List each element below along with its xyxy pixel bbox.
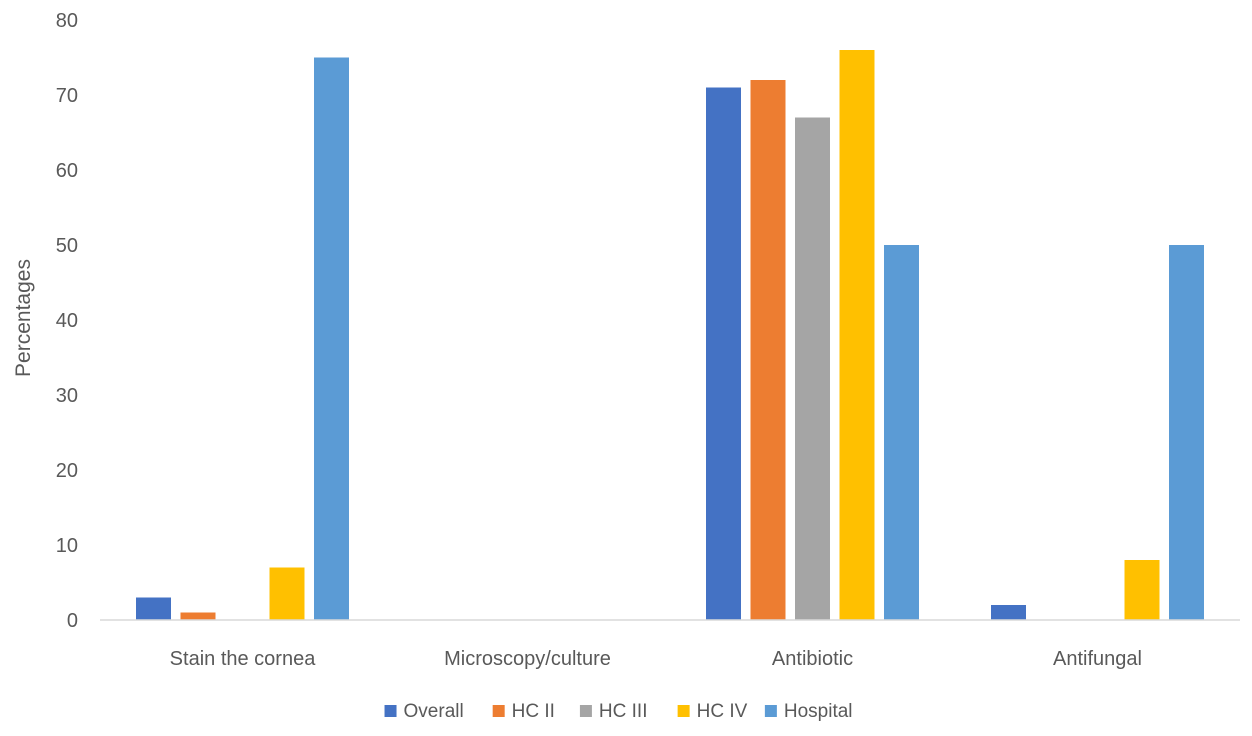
legend-item: Overall xyxy=(384,701,464,722)
legend-item: HC III xyxy=(579,701,648,722)
x-axis-category-labels: Stain the cornea Microscopy/culture Antibi… xyxy=(170,648,1142,670)
x-category-label: Microscopy/culture xyxy=(444,648,611,670)
bar xyxy=(136,597,171,620)
legend-item: HC II xyxy=(492,701,555,722)
bar xyxy=(884,245,919,620)
bar xyxy=(706,87,741,620)
x-category-label: Stain the cornea xyxy=(170,648,317,670)
y-axis-title: Percentages xyxy=(12,259,35,377)
bar xyxy=(839,50,875,620)
bars-group xyxy=(136,50,1204,620)
x-category-label: Antifungal xyxy=(1053,648,1142,670)
bar xyxy=(314,57,349,620)
legend-label: Overall xyxy=(404,701,464,722)
y-tick-label: 10 xyxy=(56,535,78,557)
bar xyxy=(1124,560,1160,620)
y-axis-ticks: 0 10 20 30 40 50 60 70 80 xyxy=(56,10,78,632)
legend-swatch xyxy=(677,705,690,717)
legend-item: HC IV xyxy=(677,701,748,722)
y-tick-label: 0 xyxy=(67,610,78,632)
bar xyxy=(795,117,830,620)
legend-swatch xyxy=(384,705,397,717)
legend-label: Hospital xyxy=(784,701,853,722)
legend-swatch xyxy=(764,705,777,717)
bar xyxy=(1169,245,1204,620)
bar xyxy=(180,612,216,620)
bar xyxy=(750,80,786,620)
bar xyxy=(991,605,1026,620)
legend-label: HC III xyxy=(599,701,648,722)
y-tick-label: 50 xyxy=(56,235,78,257)
bar xyxy=(269,567,305,620)
legend-item: Hospital xyxy=(764,701,853,722)
y-tick-label: 70 xyxy=(56,85,78,107)
y-tick-label: 20 xyxy=(56,460,78,482)
legend: Overall HC II HC III HC IV Hospital xyxy=(384,701,853,722)
y-tick-label: 80 xyxy=(56,10,78,32)
legend-swatch xyxy=(579,705,592,717)
y-tick-label: 30 xyxy=(56,385,78,407)
y-tick-label: 40 xyxy=(56,310,78,332)
legend-swatch xyxy=(492,705,505,717)
legend-label: HC IV xyxy=(697,701,748,722)
y-tick-label: 60 xyxy=(56,160,78,182)
x-category-label: Antibiotic xyxy=(772,648,853,670)
legend-label: HC II xyxy=(512,701,555,722)
